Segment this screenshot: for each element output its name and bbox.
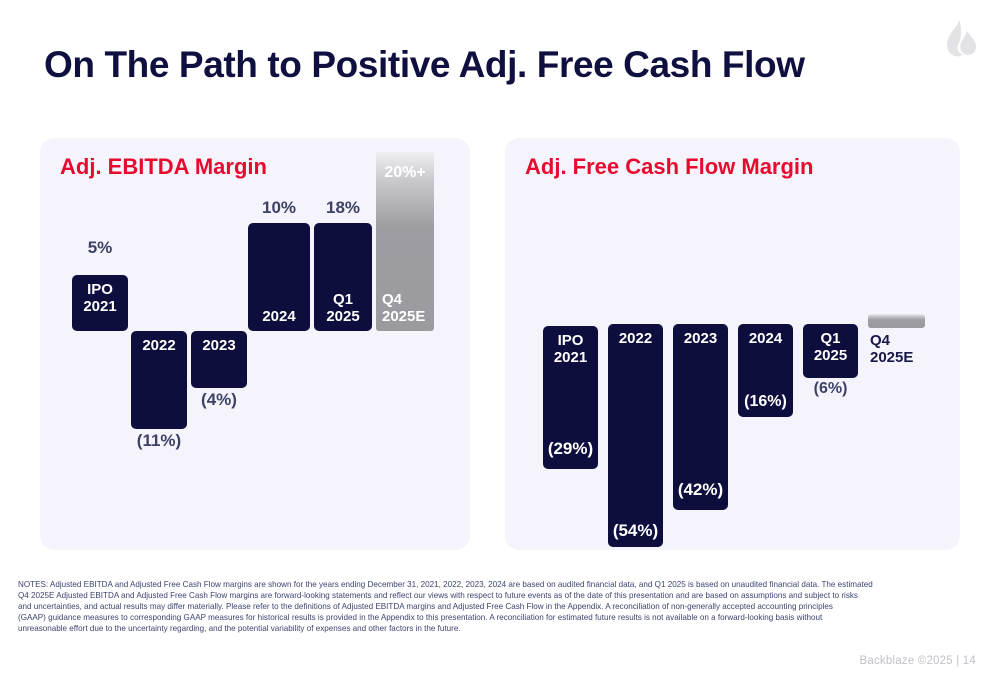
bar-value-ebitda-4: 18% (325, 198, 361, 217)
footnote-line-1: Q4 2025E Adjusted EBITDA and Adjusted Fr… (18, 590, 858, 600)
bar-category-fcf-2: 2023 (683, 330, 718, 347)
bar-ebitda-2[interactable]: 2023 (191, 331, 247, 388)
chart-title-fcf: Adj. Free Cash Flow Margin (525, 154, 814, 179)
bar-value-ebitda-5: 20%+ (384, 164, 426, 181)
bar-value-fcf-0: (29%) (547, 439, 594, 458)
footnote-line-0: NOTES: Adjusted EBITDA and Adjusted Free… (18, 580, 873, 589)
chart-panel-fcf: Adj. Free Cash Flow Margin IPO 2021 (29%… (505, 138, 960, 550)
bar-value-ebitda-3: 10% (261, 198, 297, 217)
bar-fcf-5-estimate[interactable] (868, 314, 925, 328)
bar-value-fcf-1: (54%) (612, 521, 659, 540)
bar-ebitda-0[interactable]: IPO 2021 (72, 275, 128, 331)
bar-category-ebitda-0: IPO 2021 (83, 281, 117, 315)
bar-category-ebitda-3: 2024 (262, 308, 296, 325)
footnote-line-3: (GAAP) guidance measures to correspondin… (18, 612, 823, 622)
bar-category-ebitda-1: 2022 (142, 337, 176, 354)
bar-fcf-1[interactable]: 2022 (54%) (608, 324, 663, 547)
slide-footer: Backblaze ©2025 | 14 (859, 655, 976, 667)
bar-value-fcf-3: (16%) (744, 393, 787, 410)
bar-value-ebitda-1: (11%) (136, 431, 182, 450)
bar-category-fcf-1: 2022 (618, 330, 653, 347)
bar-category-fcf-5: Q4 2025E (870, 332, 914, 366)
bar-ebitda-5-estimate[interactable]: 20%+ Q4 2025E (376, 152, 434, 331)
bar-value-fcf-2: (42%) (677, 480, 724, 499)
bar-fcf-2[interactable]: 2023 (42%) (673, 324, 728, 510)
bar-value-ebitda-2: (4%) (201, 390, 237, 409)
page-title: On The Path to Positive Adj. Free Cash F… (44, 44, 805, 85)
bar-ebitda-3[interactable]: 2024 (248, 223, 310, 331)
bar-fcf-3[interactable]: 2024 (16%) (738, 324, 793, 417)
bar-fcf-0[interactable]: IPO 2021 (29%) (543, 326, 598, 469)
chart-panel-ebitda: Adj. EBITDA Margin 5% IPO 2021 2022 (11%… (40, 138, 470, 550)
bar-fcf-4[interactable]: Q1 2025 (803, 324, 858, 378)
bar-category-fcf-3: 2024 (748, 330, 783, 347)
footnote-line-2: and uncertainties, and actual results ma… (18, 601, 833, 611)
footnote-line-4: unreasonable effort due to the uncertain… (18, 623, 461, 633)
chart-plot-ebitda: 5% IPO 2021 2022 (11%) 2023 (4%) 10% 202… (40, 138, 470, 550)
bar-category-fcf-0: IPO 2021 (553, 332, 588, 366)
chart-plot-fcf: IPO 2021 (29%) 2022 (54%) 2023 (42%) 202… (505, 138, 960, 550)
bar-value-fcf-4: (6%) (813, 380, 848, 397)
bar-value-ebitda-0: 5% (87, 238, 113, 257)
bar-ebitda-4[interactable]: Q1 2025 (314, 223, 372, 331)
chart-title-ebitda: Adj. EBITDA Margin (60, 154, 267, 179)
footnotes: NOTES: Adjusted EBITDA and Adjusted Free… (18, 580, 978, 635)
bar-category-ebitda-5: Q4 2025E (382, 291, 426, 325)
bar-category-ebitda-4: Q1 2025 (326, 291, 360, 325)
bar-ebitda-1[interactable]: 2022 (131, 331, 187, 429)
bar-category-fcf-4: Q1 2025 (813, 330, 848, 364)
backblaze-flame-logo-icon (939, 18, 983, 64)
bar-category-ebitda-2: 2023 (202, 337, 236, 354)
